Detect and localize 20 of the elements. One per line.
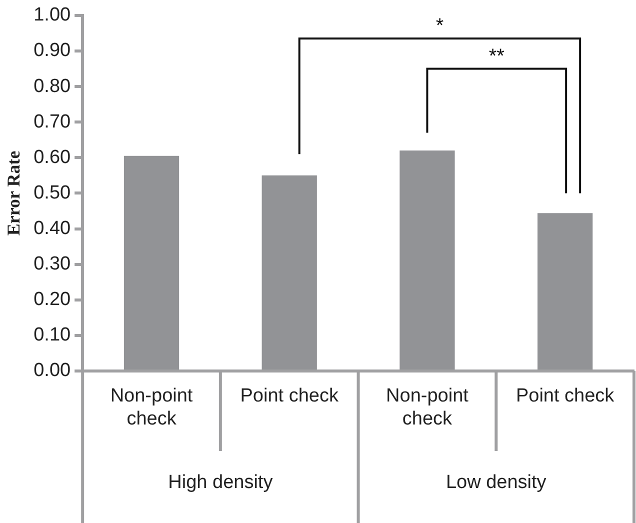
- annotation: **: [488, 45, 505, 68]
- y-tick-label: 0.70: [34, 111, 71, 132]
- y-tick-label: 0.30: [34, 254, 71, 275]
- y-tick-label: 1.00: [34, 4, 71, 26]
- y-tick-label: 0.10: [34, 324, 71, 346]
- y-tick-label: 0.40: [34, 218, 71, 239]
- y-tick-label: 0.60: [34, 146, 71, 168]
- x-tick-label: Non-point check: [386, 386, 470, 430]
- y-axis-title: Error Rate: [3, 150, 24, 236]
- y-tick-label: 0.80: [34, 76, 71, 97]
- y-tick-label: 0.90: [34, 40, 71, 62]
- y-tick-label: 0.00: [34, 360, 71, 382]
- text: High density: [168, 472, 274, 494]
- x-tick-label: Point check: [516, 386, 615, 407]
- x-tick-label: Non-point check: [110, 386, 194, 430]
- y-tick-label: 0.50: [34, 182, 71, 204]
- annotation: *: [436, 15, 444, 38]
- text: Low density: [446, 472, 547, 494]
- y-tick-label: 0.20: [34, 289, 71, 310]
- x-tick-label: Point check: [240, 386, 339, 407]
